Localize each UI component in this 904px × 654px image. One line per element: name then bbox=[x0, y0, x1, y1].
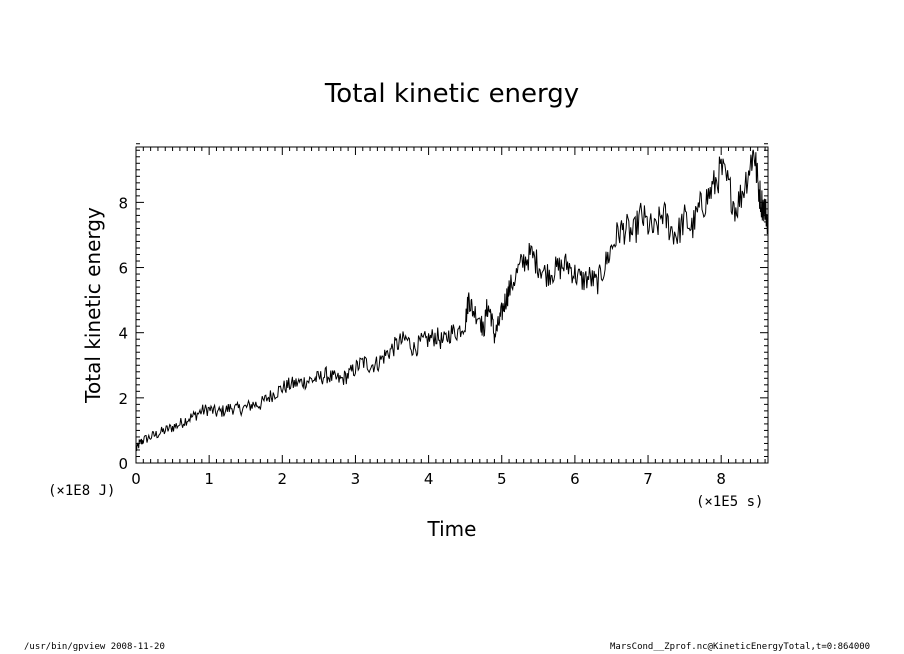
y-axis-label: Total kinetic energy bbox=[81, 207, 105, 404]
x-tick-label: 5 bbox=[497, 470, 507, 488]
series-line bbox=[135, 149, 769, 452]
x-tick-label: 7 bbox=[643, 470, 653, 488]
x-unit-label: (×1E5 s) bbox=[696, 494, 763, 510]
chart-title: Total kinetic energy bbox=[324, 79, 579, 109]
axis-ticks bbox=[135, 143, 768, 464]
y-tick-label: 0 bbox=[118, 455, 128, 473]
footer-left: /usr/bin/gpview 2008-11-20 bbox=[24, 642, 165, 652]
footer-right: MarsCond__Zprof.nc@KineticEnergyTotal,t=… bbox=[610, 642, 871, 652]
x-tick-label: 3 bbox=[351, 470, 361, 488]
y-tick-label: 2 bbox=[118, 390, 128, 408]
y-tick-label: 8 bbox=[118, 194, 128, 212]
x-tick-label: 4 bbox=[424, 470, 434, 488]
x-tick-label: 6 bbox=[570, 470, 580, 488]
plot-frame bbox=[135, 146, 769, 464]
y-tick-label: 4 bbox=[118, 325, 128, 343]
x-tick-label: 0 bbox=[131, 470, 141, 488]
x-tick-label: 8 bbox=[716, 470, 726, 488]
x-axis-label: Time bbox=[427, 517, 477, 541]
x-tick-label: 2 bbox=[278, 470, 288, 488]
x-tick-label: 1 bbox=[204, 470, 214, 488]
y-unit-label: (×1E8 J) bbox=[48, 483, 115, 499]
axis-tick-labels: 0 1 2 3 4 5 6 7 8 0 2 4 6 8 bbox=[118, 194, 726, 488]
y-tick-label: 6 bbox=[118, 260, 128, 278]
